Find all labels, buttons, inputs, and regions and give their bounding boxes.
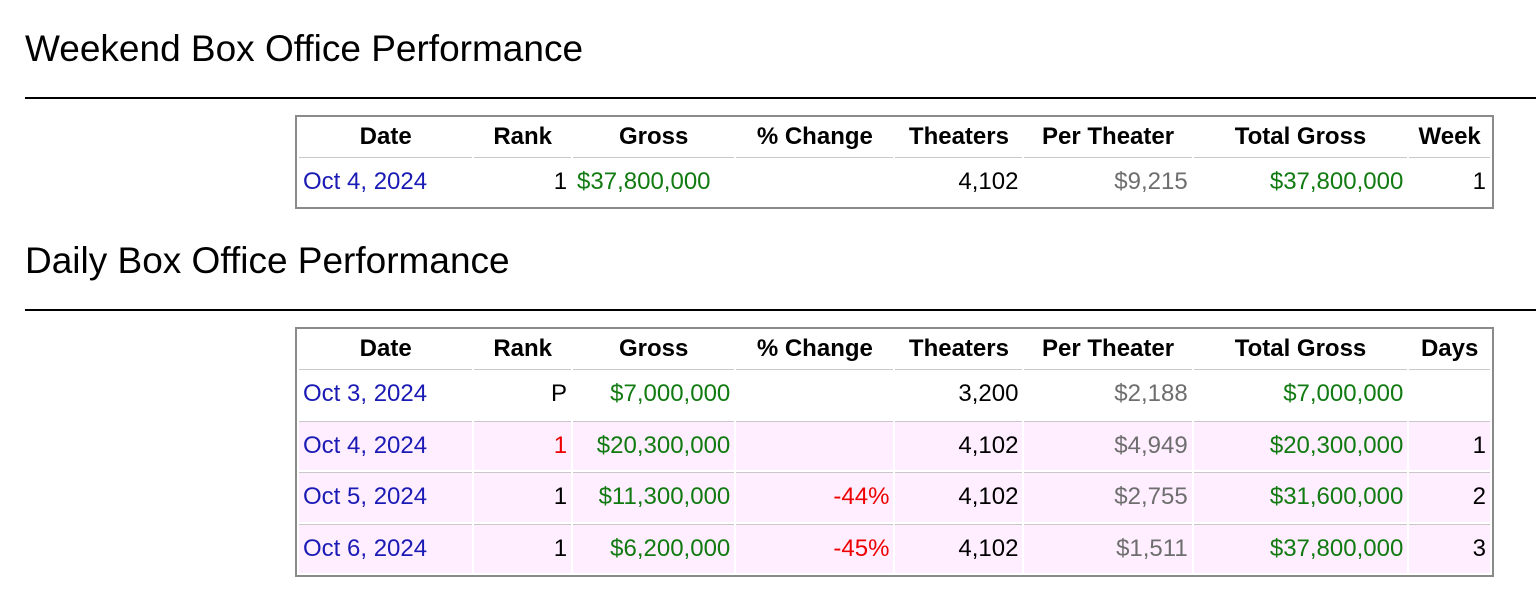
row-days [1409, 369, 1490, 419]
col-header-theaters: Theaters [908, 123, 1009, 150]
row-change [736, 157, 894, 205]
row-change: -45% [736, 523, 894, 573]
col-header-per-theater: Per Theater [1042, 335, 1175, 362]
row-gross: $6,200,000 [573, 523, 735, 573]
col-header-week: Week [1418, 123, 1481, 150]
daily-box-office-table: Date Rank Gross % Change Theaters Per Th… [295, 327, 1494, 577]
row-theaters: 4,102 [895, 523, 1023, 573]
row-total-gross: $37,800,000 [1193, 157, 1408, 205]
col-header-per-theater: Per Theater [1042, 123, 1175, 150]
row-change [736, 420, 894, 470]
row-theaters: 4,102 [895, 420, 1023, 470]
row-rank: P [474, 369, 572, 419]
row-days: 1 [1409, 420, 1490, 470]
col-header-change: % Change [756, 123, 873, 150]
row-date-link[interactable]: Oct 4, 2024 [299, 157, 473, 205]
row-change: -44% [736, 472, 894, 522]
daily-section-title: Daily Box Office Performance [25, 240, 510, 281]
row-theaters: 3,200 [895, 369, 1023, 419]
col-header-rank: Rank [493, 335, 553, 362]
row-gross: $7,000,000 [573, 369, 735, 419]
table-header-row: Date Rank Gross % Change Theaters Per Th… [299, 119, 1490, 155]
row-rank: 1 [474, 523, 572, 573]
weekend-box-office-table: Date Rank Gross % Change Theaters Per Th… [295, 115, 1494, 209]
row-total-gross: $7,000,000 [1193, 369, 1408, 419]
row-per-theater: $2,188 [1024, 369, 1192, 419]
row-total-gross: $20,300,000 [1193, 420, 1408, 470]
col-header-total-gross: Total Gross [1234, 335, 1367, 362]
row-days: 2 [1409, 472, 1490, 522]
table-header-row: Date Rank Gross % Change Theaters Per Th… [299, 331, 1490, 367]
row-gross: $37,800,000 [573, 157, 735, 205]
row-date-link[interactable]: Oct 4, 2024 [299, 420, 473, 470]
col-header-gross: Gross [618, 335, 689, 362]
row-total-gross: $37,800,000 [1193, 523, 1408, 573]
row-days: 3 [1409, 523, 1490, 573]
row-rank: 1 [474, 472, 572, 522]
table-row: Oct 6, 2024 1 $6,200,000 -45% 4,102 $1,5… [299, 523, 1490, 573]
row-theaters: 4,102 [895, 157, 1023, 205]
row-per-theater: $4,949 [1024, 420, 1192, 470]
table-row: Oct 3, 2024 P $7,000,000 3,200 $2,188 $7… [299, 369, 1490, 419]
row-date-link[interactable]: Oct 3, 2024 [299, 369, 473, 419]
col-header-date: Date [359, 335, 412, 362]
row-week: 1 [1409, 157, 1490, 205]
row-rank: 1 [474, 420, 572, 470]
row-per-theater: $1,511 [1024, 523, 1192, 573]
row-change [736, 369, 894, 419]
col-header-date: Date [359, 123, 412, 150]
table-row: Oct 5, 2024 1 $11,300,000 -44% 4,102 $2,… [299, 472, 1490, 522]
row-per-theater: $2,755 [1024, 472, 1192, 522]
row-gross: $20,300,000 [573, 420, 735, 470]
table-row: Oct 4, 2024 1 $37,800,000 4,102 $9,215 $… [299, 157, 1490, 205]
daily-divider [25, 309, 1536, 311]
row-date-link[interactable]: Oct 6, 2024 [299, 523, 473, 573]
col-header-total-gross: Total Gross [1234, 123, 1367, 150]
col-header-days: Days [1420, 335, 1479, 362]
col-header-rank: Rank [493, 123, 553, 150]
weekend-section-title: Weekend Box Office Performance [25, 28, 584, 69]
row-gross: $11,300,000 [573, 472, 735, 522]
table-row: Oct 4, 2024 1 $20,300,000 4,102 $4,949 $… [299, 420, 1490, 470]
row-date-link[interactable]: Oct 5, 2024 [299, 472, 473, 522]
weekend-divider [25, 97, 1536, 99]
col-header-theaters: Theaters [908, 335, 1009, 362]
col-header-gross: Gross [618, 123, 689, 150]
row-theaters: 4,102 [895, 472, 1023, 522]
col-header-change: % Change [756, 335, 873, 362]
row-per-theater: $9,215 [1024, 157, 1192, 205]
row-total-gross: $31,600,000 [1193, 472, 1408, 522]
row-rank: 1 [474, 157, 572, 205]
